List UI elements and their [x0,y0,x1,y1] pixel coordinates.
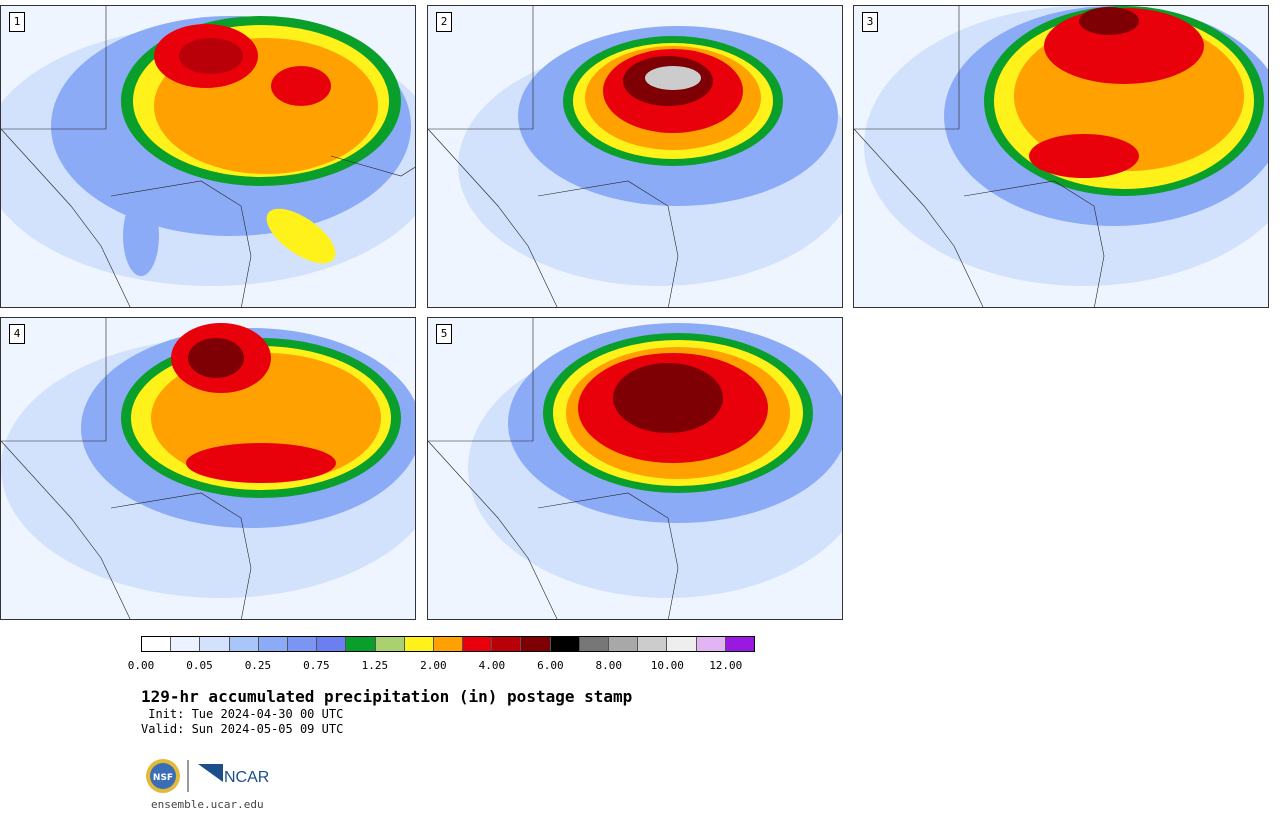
colorbar-tick-label: 4.00 [478,659,506,672]
colorbar-cell [287,637,318,651]
colorbar-cell [550,637,580,651]
colorbar-cell [609,637,639,651]
colorbar-tick-label: 1.25 [361,659,389,672]
colorbar-tick-label: 0.75 [303,659,330,672]
panel-number-label: 3 [862,12,878,32]
colorbar-tick-label: 0.05 [186,659,213,672]
colorbar-cell [142,637,172,651]
colorbar-cell [258,637,288,651]
sponsor-logos: NSF NCAR [145,758,275,794]
colorbar-cell [200,637,230,651]
panel-number-label: 5 [436,324,452,344]
nsf-logo-text: NSF [153,773,173,783]
forecast-panel-3: 3 [853,5,1269,308]
panel-number-label: 1 [9,12,25,32]
colorbar-tick-label: 10.00 [650,659,684,672]
colorbar-cell [579,637,609,651]
colorbar-cell [375,637,405,651]
colorbar-cell [725,637,754,651]
precip-map-4 [1,318,415,619]
colorbar-tick-label: 12.00 [709,659,743,672]
forecast-panel-1: 1 [0,5,416,308]
colorbar-cell [638,637,668,651]
forecast-panel-5: 5 [427,317,843,620]
colorbar-cell [346,637,376,651]
site-url: ensemble.ucar.edu [151,798,264,811]
precip-colorbar [141,636,755,652]
colorbar-cell [696,637,726,651]
precip-map-2 [428,6,842,307]
forecast-panel-2: 2 [427,5,843,308]
panel-number-label: 2 [436,12,452,32]
colorbar-tick-label: 0.00 [127,659,155,672]
colorbar-cell [404,637,434,651]
nsf-ncar-logo-icon: NSF NCAR [146,759,269,793]
forecast-panel-4: 4 [0,317,416,620]
colorbar-cell [463,637,493,651]
colorbar-cell [433,637,464,651]
colorbar-tick-label: 8.00 [595,659,623,672]
precip-map-3 [854,6,1268,307]
colorbar-cell [229,637,259,651]
colorbar-cell [317,637,347,651]
ncar-logo-text: NCAR [224,769,269,786]
precip-map-1 [1,6,415,307]
valid-time: Valid: Sun 2024-05-05 09 UTC [141,722,344,736]
panel-number-label: 4 [9,324,25,344]
colorbar-tick-label: 0.25 [244,659,272,672]
colorbar-tick-label: 6.00 [537,659,564,672]
chart-title: 129-hr accumulated precipitation (in) po… [141,687,633,706]
colorbar-cell [171,637,201,651]
colorbar-cell [521,637,551,651]
init-time: Init: Tue 2024-04-30 00 UTC [141,707,344,721]
colorbar-tick-label: 2.00 [420,659,447,672]
precip-map-5 [428,318,842,619]
colorbar-cell [667,637,697,651]
colorbar-cell [492,637,522,651]
